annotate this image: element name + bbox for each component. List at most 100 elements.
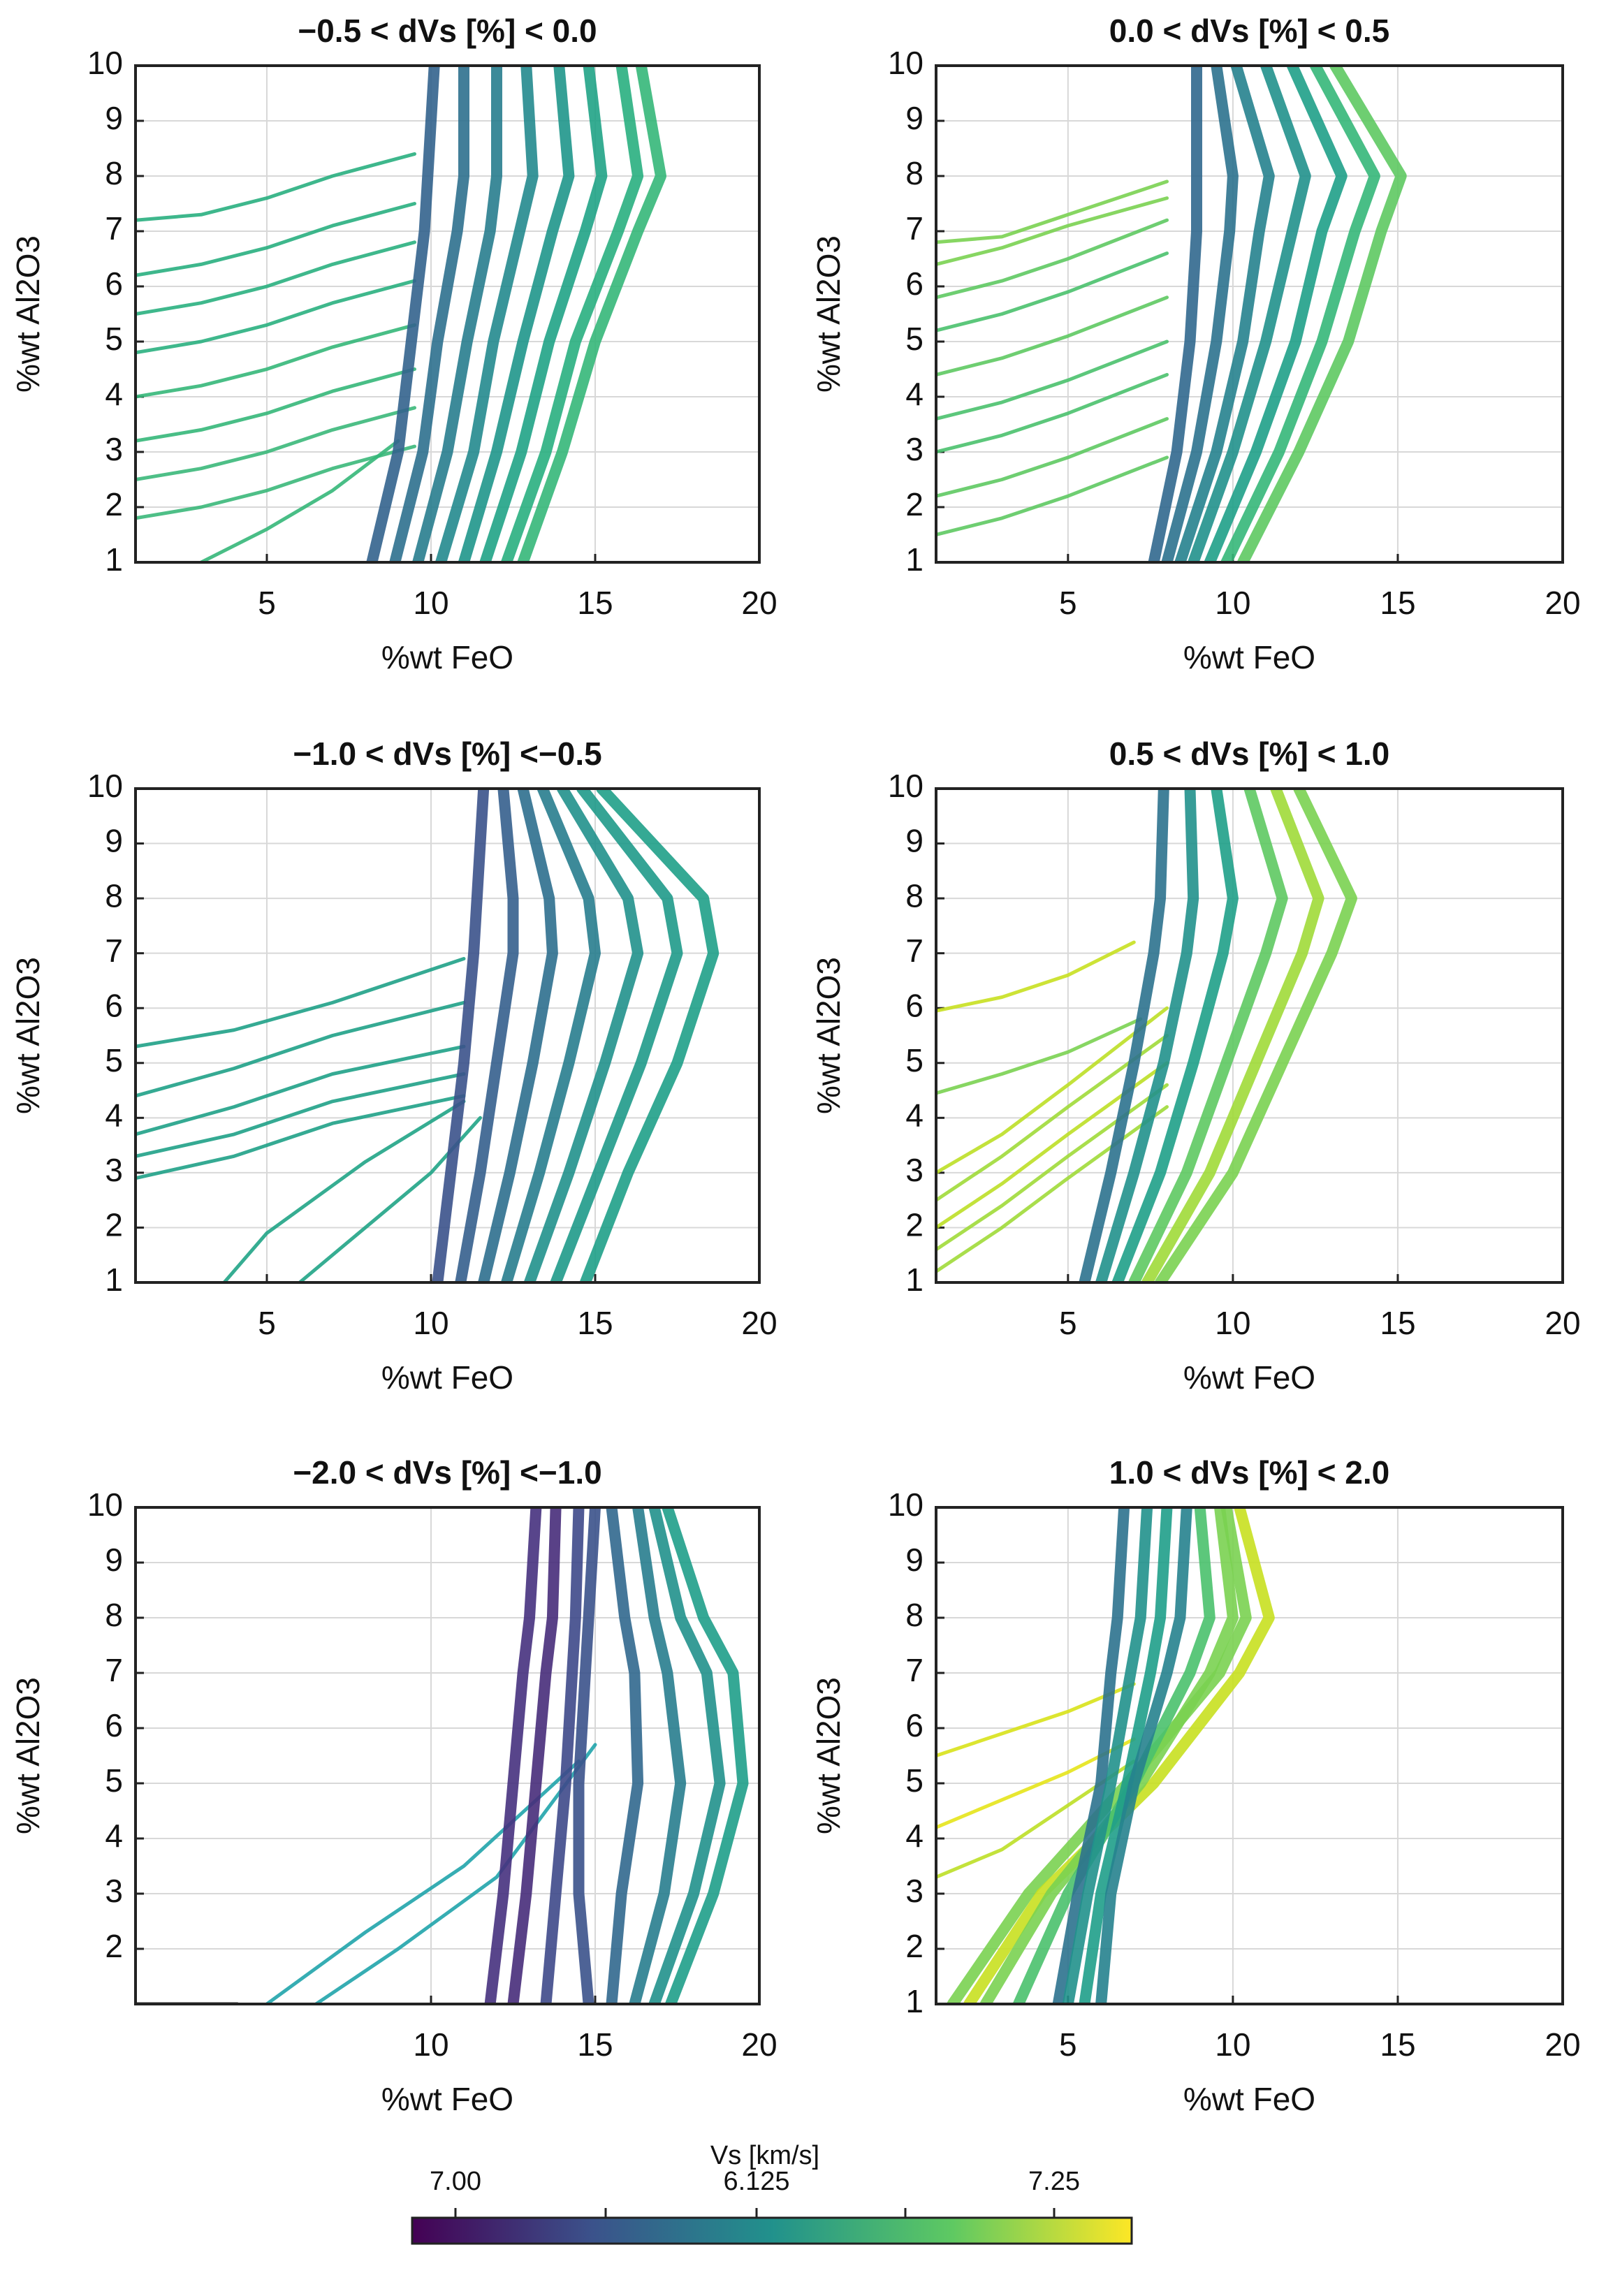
y-tick-label: 4 [105, 376, 123, 412]
y-tick-label: 7 [905, 933, 924, 969]
y-tick-label: 3 [905, 431, 924, 467]
y-tick-label: 2 [905, 1928, 924, 1964]
axes-frame [134, 1506, 761, 2005]
panel-title: 1.0 < dVs [%] < 2.0 [1109, 1454, 1389, 1491]
data-line [1237, 66, 1407, 562]
y-axis-label: %wt Al2O3 [810, 957, 847, 1114]
x-axis-label: %wt FeO [381, 639, 513, 675]
y-tick-label: 5 [105, 1042, 123, 1078]
y-tick-label: 9 [105, 1542, 123, 1578]
data-line [1141, 789, 1324, 1282]
data-line [1148, 66, 1202, 562]
x-tick-label: 10 [413, 1305, 448, 1341]
data-line [573, 1507, 601, 2004]
data-line [936, 1006, 1169, 1175]
data-line [1188, 66, 1311, 562]
y-tick-label: 6 [905, 1707, 924, 1743]
data-line [936, 1034, 1169, 1202]
axes-frame [935, 64, 1564, 564]
y-tick-label: 9 [105, 100, 123, 136]
y-tick-label: 7 [105, 210, 123, 247]
x-tick-label: 10 [413, 2026, 448, 2063]
data-line [936, 1061, 1169, 1229]
y-tick-label: 4 [905, 1097, 924, 1133]
y-tick-label: 6 [105, 987, 123, 1023]
x-tick-label: 20 [741, 585, 777, 621]
plot-area [136, 1507, 749, 2004]
plot-area [136, 66, 666, 562]
y-tick-label: 4 [905, 1818, 924, 1854]
plot-area [136, 789, 720, 1282]
y-tick-label: 9 [905, 1542, 924, 1578]
data-line [1220, 66, 1380, 562]
y-tick-label: 8 [105, 877, 123, 914]
data-line [550, 789, 683, 1282]
y-tick-label: 1 [905, 541, 924, 578]
colorbar-label: 7.00 [430, 2167, 481, 2196]
data-line [136, 323, 416, 399]
data-line [136, 152, 416, 222]
y-tick-label: 10 [87, 45, 123, 81]
x-tick-label: 15 [1380, 1305, 1415, 1341]
x-axis-label: %wt FeO [1183, 2081, 1315, 2117]
data-line [136, 1094, 466, 1180]
colorbar-title: Vs [km/s] [710, 2141, 819, 2170]
data-line [1155, 789, 1357, 1282]
data-line [412, 66, 502, 562]
data-line [579, 789, 720, 1282]
y-tick-label: 10 [888, 45, 924, 81]
y-tick-label: 2 [105, 1928, 123, 1964]
y-tick-label: 2 [905, 486, 924, 522]
data-line [540, 1507, 585, 2004]
data-line [478, 789, 558, 1282]
y-tick-label: 1 [105, 541, 123, 578]
y-tick-label: 7 [105, 933, 123, 969]
data-line [136, 240, 416, 316]
data-line [936, 339, 1169, 421]
data-line [979, 1507, 1239, 2004]
y-tick-label: 5 [105, 321, 123, 357]
plot-area [936, 789, 1357, 1282]
x-tick-label: 15 [577, 585, 613, 621]
data-line [1052, 1507, 1130, 2004]
y-tick-label: 5 [905, 321, 924, 357]
data-line [936, 251, 1169, 332]
data-line [936, 1017, 1143, 1095]
y-tick-label: 7 [905, 210, 924, 247]
y-axis-label: %wt Al2O3 [10, 235, 46, 393]
data-line [389, 66, 469, 562]
x-tick-label: 20 [1545, 585, 1580, 621]
x-axis-label: %wt FeO [1183, 639, 1315, 675]
panel-title: −2.0 < dVs [%] <−1.0 [293, 1454, 601, 1491]
colorbar-label: 6.125 [723, 2167, 789, 2196]
data-line [1079, 789, 1169, 1282]
data-line [479, 66, 608, 562]
data-line [136, 202, 416, 277]
data-line [1095, 789, 1199, 1282]
data-line [265, 1759, 581, 2004]
data-line [936, 372, 1169, 454]
data-line [936, 218, 1169, 300]
y-tick-label: 4 [105, 1097, 123, 1133]
data-line [936, 180, 1169, 244]
data-line [136, 406, 416, 481]
axes-frame [134, 787, 761, 1284]
panel-title: 0.0 < dVs [%] < 0.5 [1109, 13, 1389, 49]
data-line [1128, 789, 1288, 1282]
panel: −2.0 < dVs [%] <−1.0 10 15 20 2 3 4 5 6 7 8 9 10 %wt … [10, 1454, 777, 2117]
data-line [501, 789, 601, 1282]
x-tick-label: 20 [741, 2026, 777, 2063]
x-tick-label: 5 [258, 1305, 276, 1341]
y-tick-label: 5 [105, 1762, 123, 1799]
y-tick-label: 8 [905, 877, 924, 914]
data-line [455, 789, 519, 1282]
panel-title: −0.5 < dVs [%] < 0.0 [298, 13, 597, 49]
data-line [136, 1000, 466, 1098]
y-tick-label: 1 [905, 1983, 924, 2019]
data-line [629, 1507, 687, 2004]
panel: 1.0 < dVs [%] < 2.0 5 10 15 20 1 2 3 4 5 6 7 8 9 10 %wt… [810, 1454, 1580, 2117]
y-tick-label: 8 [105, 155, 123, 191]
y-tick-label: 8 [905, 1597, 924, 1633]
y-axis-label: %wt Al2O3 [810, 235, 847, 393]
